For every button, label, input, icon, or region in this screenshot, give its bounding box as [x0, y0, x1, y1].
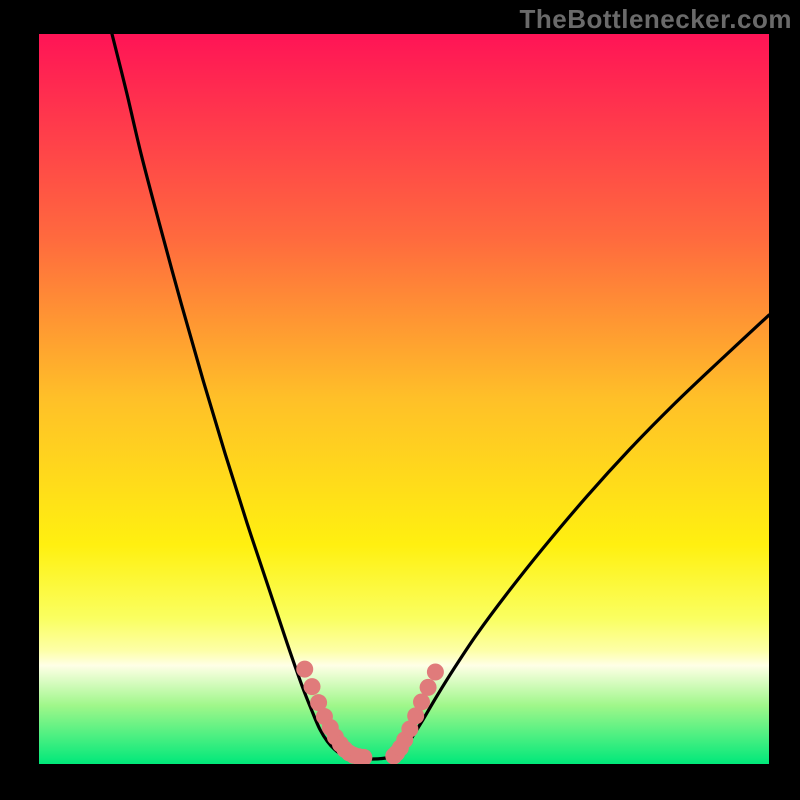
watermark-text: TheBottlenecker.com [520, 4, 792, 35]
marker-dot [420, 679, 437, 696]
marker-dot [413, 693, 430, 710]
chart-container: TheBottlenecker.com [0, 0, 800, 800]
marker-dot [427, 664, 444, 681]
bottleneck-chart [39, 34, 769, 764]
marker-dot [296, 661, 313, 678]
marker-dot [304, 678, 321, 695]
plot-background [39, 34, 769, 764]
